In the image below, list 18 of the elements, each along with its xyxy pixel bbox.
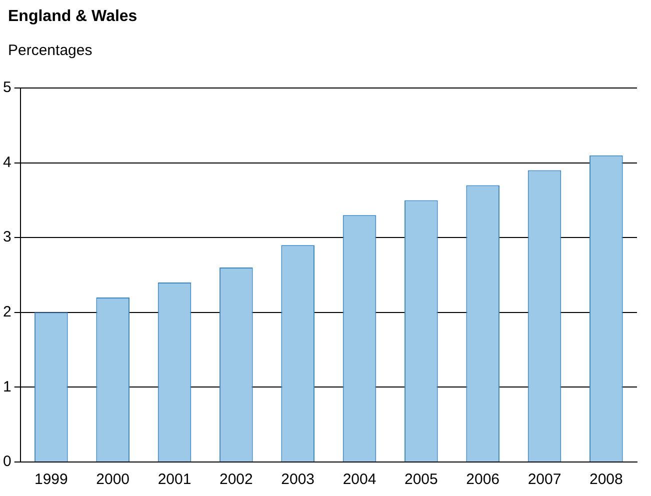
x-tick-label: 2004	[342, 471, 376, 488]
y-tick-label: 3	[3, 228, 12, 246]
x-tick-label: 2005	[404, 471, 438, 488]
y-tick-label: 2	[3, 304, 12, 321]
x-tick-label: 2008	[589, 471, 623, 488]
x-tick-label: 2007	[528, 471, 562, 488]
x-tick-label: 2003	[281, 471, 315, 488]
chart-subtitle: Percentages	[8, 42, 92, 59]
y-tick-label: 1	[3, 378, 12, 396]
y-tick-label: 4	[3, 154, 12, 171]
x-tick-label: 1999	[34, 471, 68, 488]
x-tick-label: 2006	[466, 471, 500, 488]
chart-title: England & Wales	[8, 8, 138, 26]
x-tick-label: 2001	[158, 471, 192, 488]
y-tick-label: 0	[3, 453, 12, 470]
x-tick-label: 2000	[96, 471, 130, 488]
x-tick-label: 2002	[219, 471, 253, 488]
y-tick-label: 5	[3, 79, 12, 96]
